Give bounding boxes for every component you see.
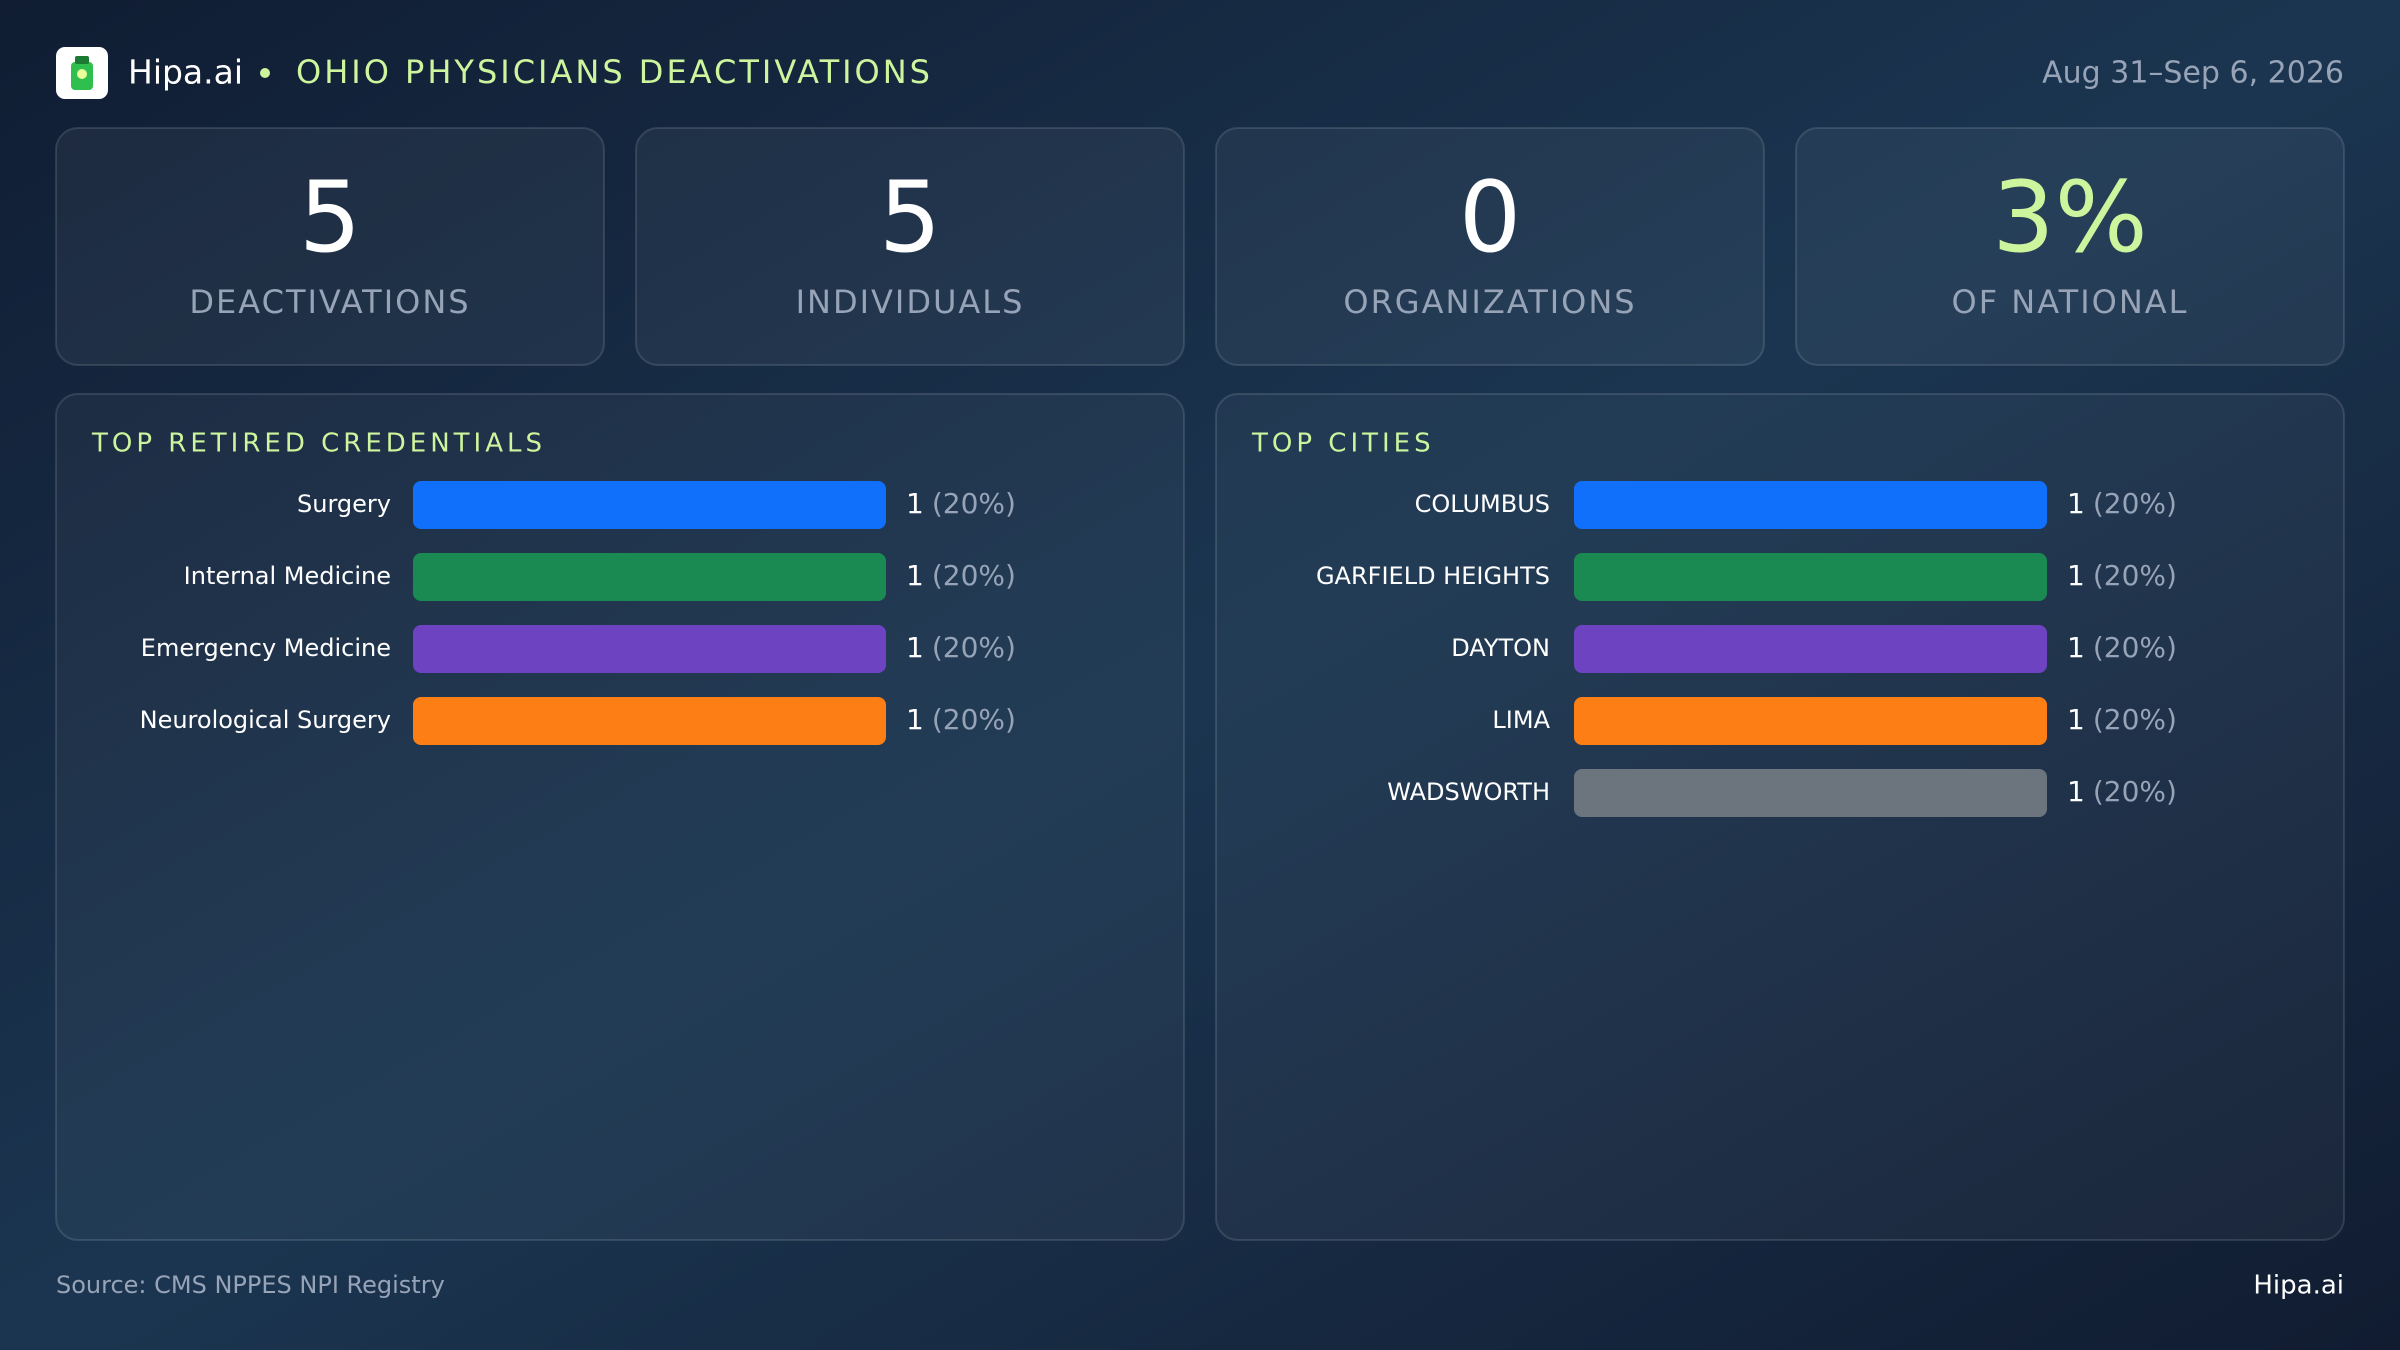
value-number: 1	[2067, 775, 2085, 808]
logo	[56, 47, 108, 99]
share-label: (20%)	[2093, 631, 2177, 664]
share-label: (20%)	[932, 487, 1016, 520]
brand: Hipa.ai	[128, 53, 243, 92]
bar	[1574, 481, 2047, 529]
stat-value: 3%	[1992, 161, 2147, 275]
stat-label: ORGANIZATIONS	[1343, 283, 1636, 321]
stat-label: INDIVIDUALS	[796, 283, 1025, 321]
share-label: (20%)	[2093, 487, 2177, 520]
bar	[413, 625, 886, 673]
value-label: 1 (20%)	[906, 487, 1016, 520]
date-range: Aug 31–Sep 6, 2026	[2042, 56, 2344, 91]
category-label: GARFIELD HEIGHTS	[1316, 562, 1550, 590]
share-label: (20%)	[2093, 703, 2177, 736]
separator	[260, 68, 270, 78]
panel-title: TOP RETIRED CREDENTIALS	[91, 429, 546, 459]
category-label: WADSWORTH	[1387, 778, 1550, 806]
value-label: 1 (20%)	[2067, 559, 2177, 592]
share-label: (20%)	[932, 631, 1016, 664]
value-label: 1 (20%)	[2067, 631, 2177, 664]
bar	[1574, 769, 2047, 817]
stat-card	[1215, 127, 1765, 366]
stat-label: OF NATIONAL	[1952, 283, 2189, 321]
bar	[413, 553, 886, 601]
category-label: DAYTON	[1451, 634, 1550, 662]
category-label: Neurological Surgery	[140, 706, 391, 734]
category-label: COLUMBUS	[1415, 490, 1550, 518]
source: Source: CMS NPPES NPI Registry	[56, 1271, 445, 1299]
stat-value: 5	[879, 161, 941, 275]
share-label: (20%)	[932, 559, 1016, 592]
share-label: (20%)	[2093, 559, 2177, 592]
value-number: 1	[2067, 487, 2085, 520]
value-number: 1	[906, 559, 924, 592]
share-label: (20%)	[932, 703, 1016, 736]
category-label: Emergency Medicine	[141, 634, 391, 662]
value-number: 1	[906, 631, 924, 664]
value-label: 1 (20%)	[906, 559, 1016, 592]
stat-card	[55, 127, 605, 366]
stat-value: 0	[1459, 161, 1521, 275]
stat-card	[1795, 127, 2345, 366]
stat-value: 5	[299, 161, 361, 275]
stat-card	[635, 127, 1185, 366]
panel	[55, 393, 1185, 1241]
stat-label: DEACTIVATIONS	[189, 283, 470, 321]
share-label: (20%)	[2093, 775, 2177, 808]
category-label: LIMA	[1492, 706, 1550, 734]
footer-brand: Hipa.ai	[2253, 1271, 2344, 1301]
bar	[1574, 553, 2047, 601]
bar	[1574, 697, 2047, 745]
panel-title: TOP CITIES	[1251, 429, 1435, 459]
category-label: Internal Medicine	[184, 562, 391, 590]
value-label: 1 (20%)	[906, 703, 1016, 736]
value-label: 1 (20%)	[2067, 487, 2177, 520]
category-label: Surgery	[297, 490, 391, 518]
page-title: OHIO PHYSICIANS DEACTIVATIONS	[296, 53, 933, 91]
value-label: 1 (20%)	[2067, 775, 2177, 808]
value-label: 1 (20%)	[2067, 703, 2177, 736]
bar	[1574, 625, 2047, 673]
value-label: 1 (20%)	[906, 631, 1016, 664]
bar	[413, 697, 886, 745]
value-number: 1	[2067, 703, 2085, 736]
value-number: 1	[2067, 631, 2085, 664]
value-number: 1	[906, 487, 924, 520]
value-number: 1	[906, 703, 924, 736]
value-number: 1	[2067, 559, 2085, 592]
bar	[413, 481, 886, 529]
